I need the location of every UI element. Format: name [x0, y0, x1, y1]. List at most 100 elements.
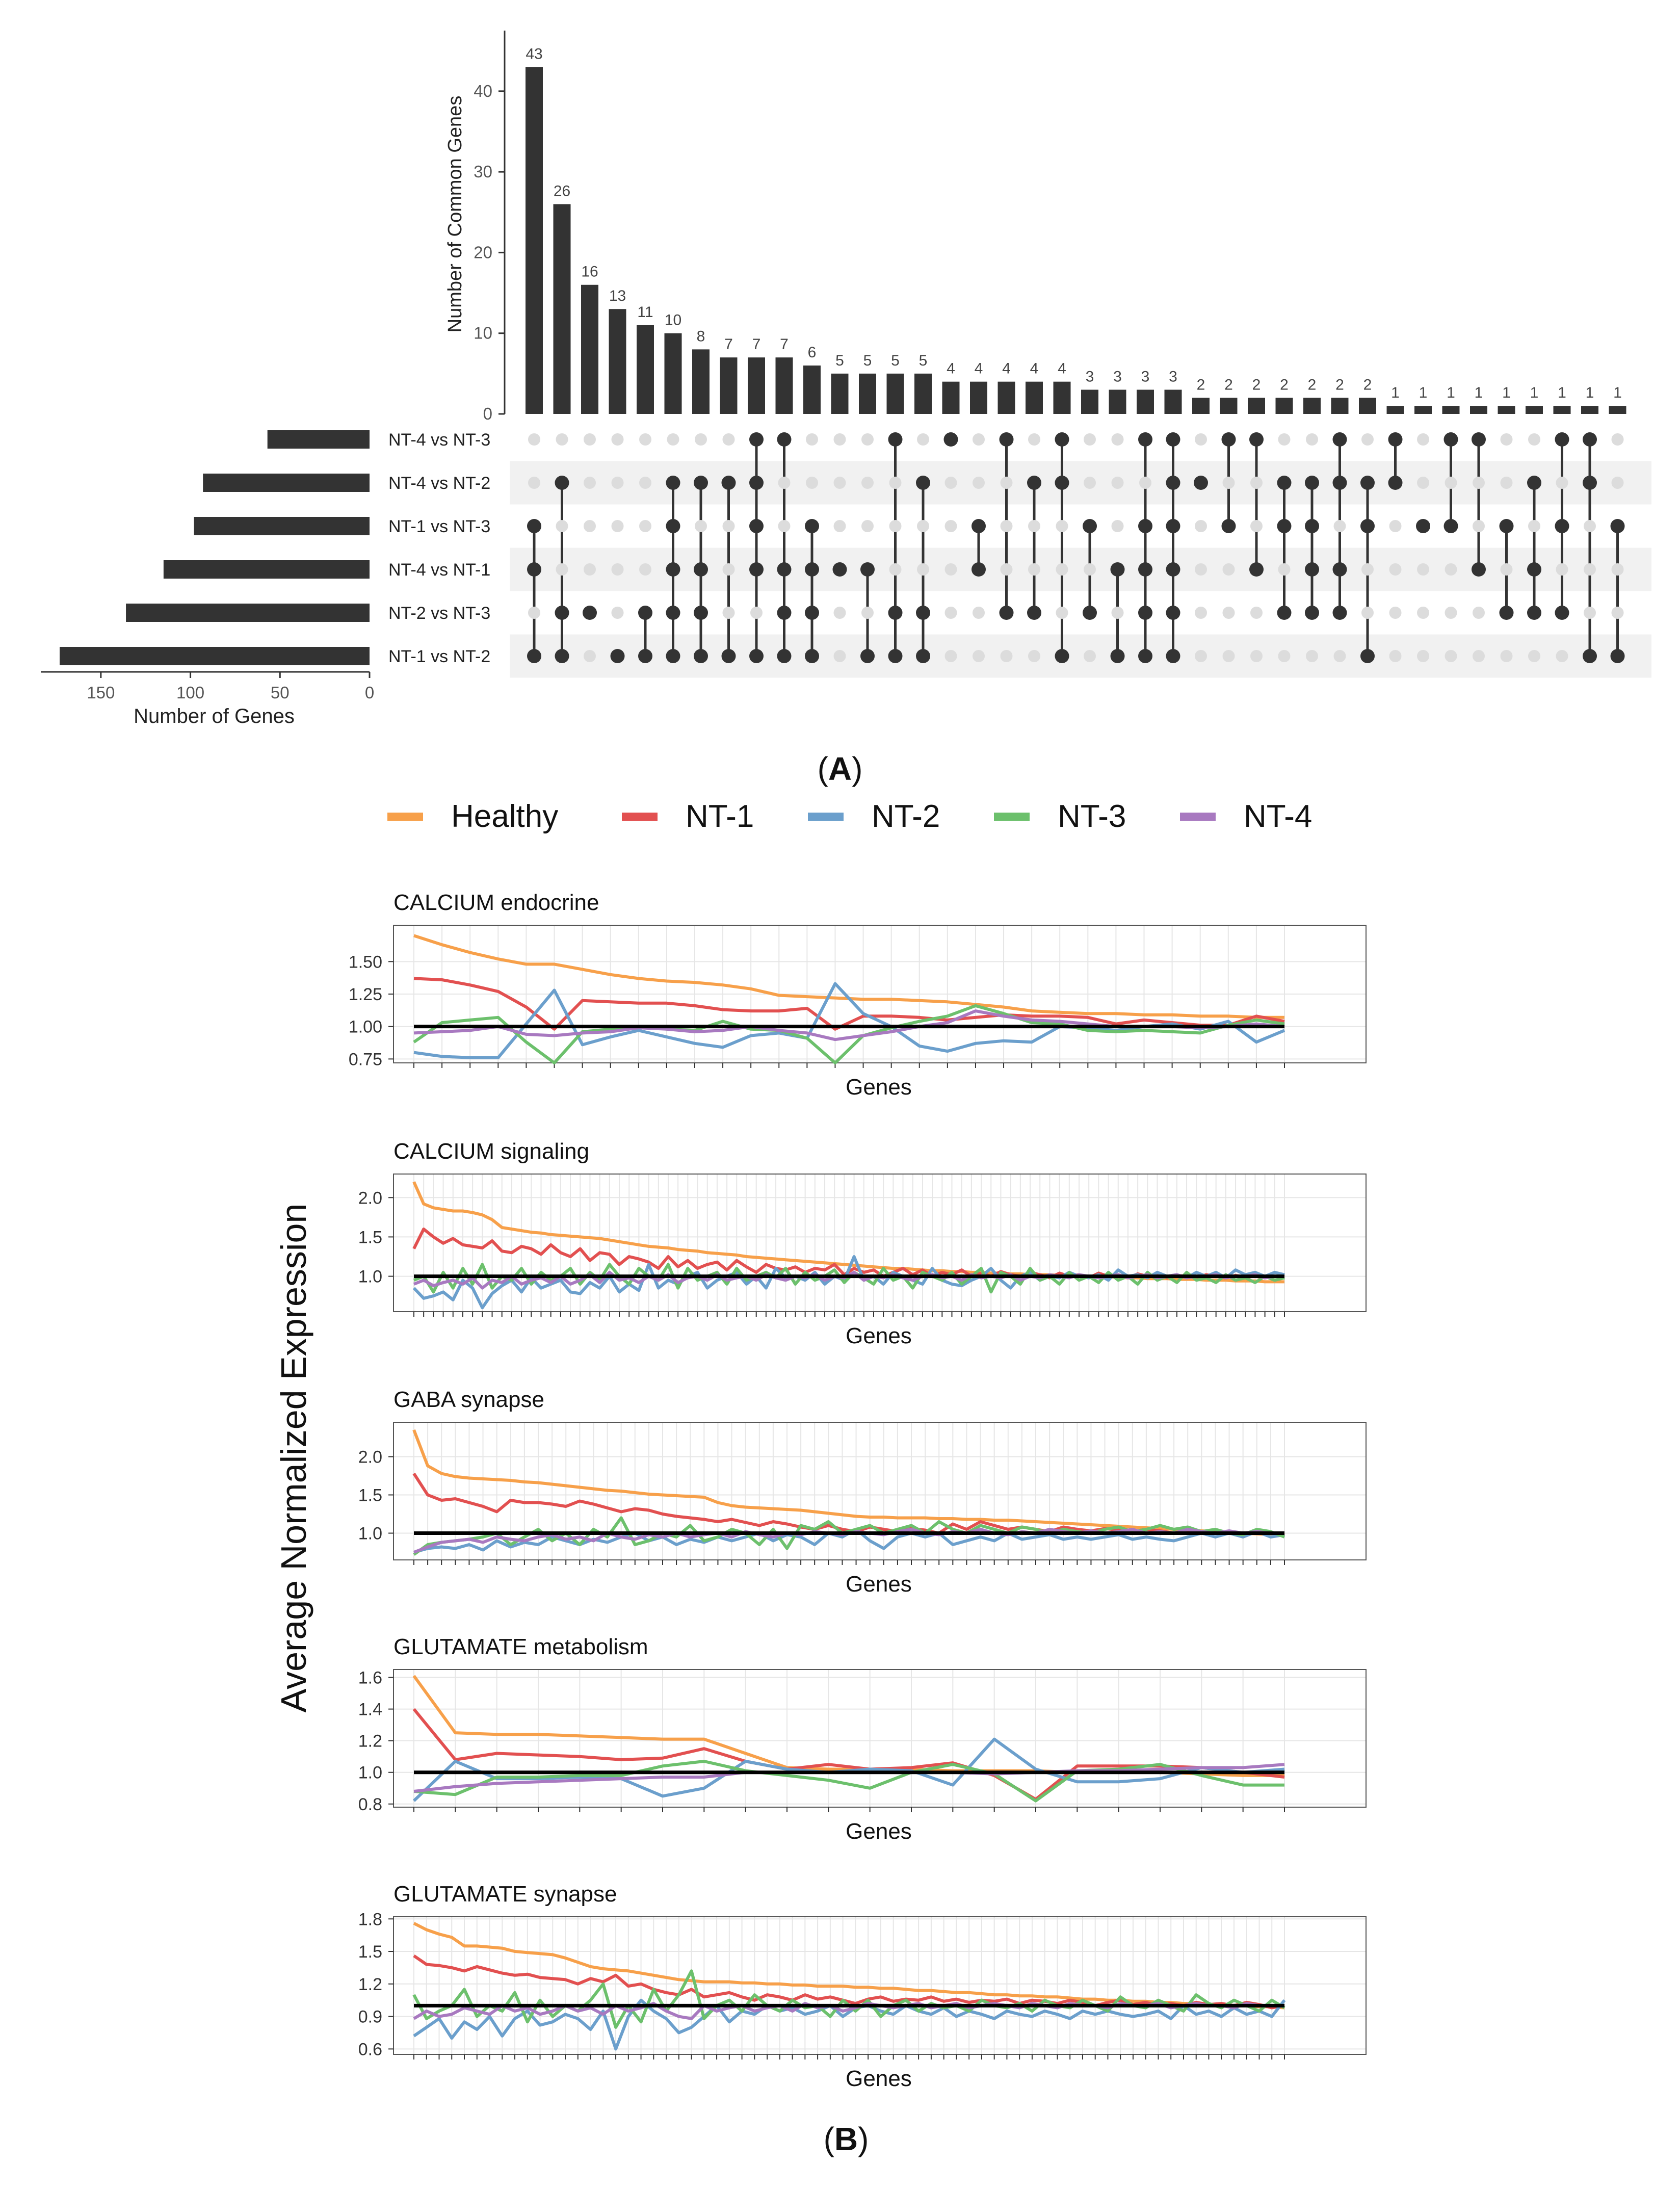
y-tick-label: 2.0 [358, 1188, 382, 1208]
matrix-dot-empty [889, 477, 902, 489]
line-panel: CALCIUM endocrine 0.75 1.00 1.25 1.50 Genes [349, 890, 1367, 1100]
matrix-dot-filled [860, 649, 875, 663]
matrix-dot-empty [639, 477, 651, 489]
shared-y-axis-label: Average Normalized Expression [274, 1204, 313, 1713]
matrix-dot-filled [1055, 432, 1069, 447]
y-tick-label: 0.9 [358, 2008, 382, 2027]
matrix-dot-empty [722, 520, 735, 532]
x-tick-label: 0 [365, 683, 374, 702]
matrix-dot-empty [584, 650, 596, 662]
matrix-dot-empty [1528, 433, 1540, 446]
y-tick-label: 0.6 [358, 2040, 382, 2059]
matrix-dot-empty [1611, 433, 1624, 446]
series-line-nt-3 [413, 1760, 1284, 1803]
matrix-dot-empty [1417, 650, 1429, 662]
matrix-dot-filled [972, 519, 986, 533]
matrix-dot-empty [1195, 607, 1207, 619]
intersection-y-axis-title: Number of Common Genes [444, 96, 466, 333]
matrix-dot-empty [639, 563, 651, 576]
matrix-dot-filled [1110, 562, 1125, 577]
intersection-bar [1053, 381, 1071, 414]
matrix-dot-empty [1417, 607, 1429, 619]
matrix-dot-empty [722, 433, 735, 446]
series-line-nt-1 [413, 977, 1285, 1031]
matrix-dot-filled [1277, 519, 1292, 533]
matrix-dot-empty [611, 520, 624, 532]
matrix-dot-filled [1166, 606, 1180, 620]
matrix-dot-empty [1584, 520, 1596, 532]
y-tick-label: 1.25 [349, 985, 382, 1004]
matrix-dot-filled [1583, 476, 1597, 490]
matrix-dot-filled [638, 606, 652, 620]
intersection-value-label: 1 [1502, 384, 1511, 401]
legend-item: NT-3 [994, 799, 1126, 834]
intersection-value-label: 2 [1335, 376, 1344, 393]
panel-grid [393, 1174, 1366, 1312]
intersection-value-label: 5 [835, 352, 844, 369]
intersection-bar [748, 357, 765, 414]
matrix-dot-filled [1083, 519, 1097, 533]
panel-title: GABA synapse [393, 1387, 544, 1412]
legend-label: NT-3 [1058, 799, 1126, 834]
y-tick-label: 2.0 [358, 1448, 382, 1467]
intersection-value-label: 7 [780, 336, 789, 353]
matrix-dot-filled [1138, 562, 1152, 577]
intersection-value-label: 7 [724, 336, 733, 353]
y-tick-label: 1.8 [358, 1910, 382, 1929]
intersection-value-label: 4 [975, 360, 983, 377]
matrix-dot-filled [1443, 432, 1458, 447]
matrix-dot-empty [1028, 563, 1040, 576]
intersection-bar [1442, 406, 1460, 414]
intersection-bar [1275, 398, 1293, 414]
matrix-dot-filled [1305, 519, 1319, 533]
matrix-dot-empty [1473, 607, 1485, 619]
panel-y-axis: 0.75 1.00 1.25 1.50 [349, 952, 393, 1069]
intersection-value-label: 16 [581, 264, 598, 280]
matrix-dot-filled [1166, 562, 1180, 577]
panel-frame [393, 1669, 1367, 1808]
panel-b-label: (B) [824, 2121, 869, 2157]
matrix-dot-filled [610, 649, 625, 663]
intersection-value-label: 7 [752, 336, 761, 353]
matrix-dot-filled [1499, 519, 1514, 533]
matrix-dot-empty [889, 563, 902, 576]
intersection-bar [609, 309, 626, 414]
matrix-dot-empty [528, 433, 540, 446]
matrix-dot-filled [1332, 432, 1347, 447]
matrix-dot-filled [527, 649, 541, 663]
matrix-dot-filled [1027, 606, 1041, 620]
intersection-value-label: 11 [637, 304, 653, 321]
legend-item: NT-2 [808, 799, 940, 834]
intersection-value-label: 2 [1280, 376, 1289, 393]
matrix-dot-empty [1473, 520, 1485, 532]
matrix-dot-empty [1084, 650, 1096, 662]
set-name-label: NT-4 vs NT-2 [388, 474, 490, 493]
intersection-value-label: 4 [1030, 360, 1039, 377]
matrix-dot-empty [1278, 563, 1291, 576]
y-tick-label: 1.0 [358, 1763, 382, 1783]
series-line-nt-1 [413, 1954, 1285, 2010]
matrix-dot-filled [1138, 432, 1152, 447]
matrix-dot-empty [1222, 477, 1235, 489]
series-line-healthy [413, 1922, 1285, 2010]
matrix-dot-empty [1389, 563, 1402, 576]
matrix-dot-empty [1111, 433, 1124, 446]
matrix-dot-filled [832, 562, 847, 577]
matrix-dot-empty [1306, 433, 1318, 446]
intersection-bar [1470, 406, 1487, 414]
matrix-dot-filled [916, 476, 930, 490]
matrix-dot-filled [1166, 476, 1180, 490]
matrix-dot-empty [1611, 607, 1624, 619]
intersection-bar [1164, 389, 1182, 414]
matrix-dot-filled [888, 432, 903, 447]
matrix-dot-empty [667, 433, 679, 446]
set-name-label: NT-2 vs NT-3 [388, 604, 490, 623]
matrix-dot-empty [833, 520, 846, 532]
matrix-dot-empty [861, 433, 874, 446]
intersection-value-label: 26 [554, 182, 570, 199]
matrix-dot-empty [1195, 520, 1207, 532]
matrix-dot-filled [1055, 476, 1069, 490]
intersection-value-label: 5 [863, 352, 872, 369]
matrix-dot-empty [778, 520, 791, 532]
